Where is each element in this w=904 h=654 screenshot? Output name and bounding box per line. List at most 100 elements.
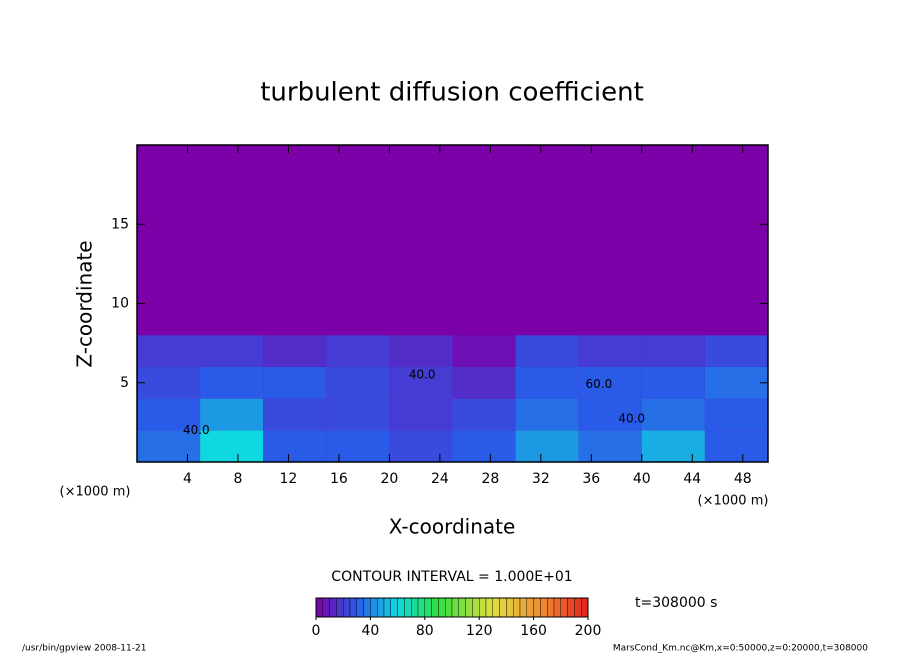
cell bbox=[704, 430, 768, 462]
cell bbox=[515, 303, 579, 336]
cell bbox=[263, 366, 327, 399]
cell bbox=[515, 176, 579, 209]
cell bbox=[704, 208, 768, 241]
colorbar-step bbox=[506, 597, 514, 618]
chart-title: turbulent diffusion coefficient bbox=[260, 78, 644, 108]
cell bbox=[641, 271, 705, 304]
footer-right: MarsCond_Km.nc@Km,x=0:50000,z=0:20000,t=… bbox=[613, 644, 868, 654]
colorbar-step bbox=[519, 597, 527, 618]
cell bbox=[452, 366, 516, 399]
y-unit: (×1000 m) bbox=[60, 485, 131, 500]
cell bbox=[515, 398, 579, 431]
colorbar-step bbox=[458, 597, 466, 618]
cell bbox=[704, 240, 768, 272]
cell bbox=[641, 366, 705, 399]
cell bbox=[389, 145, 453, 177]
cell bbox=[137, 271, 201, 304]
cell bbox=[578, 176, 642, 209]
cell bbox=[704, 366, 768, 399]
colorbar-step bbox=[431, 597, 439, 618]
footer-left: /usr/bin/gpview 2008-11-21 bbox=[22, 644, 146, 654]
cell bbox=[326, 240, 390, 272]
colorbar-step bbox=[581, 597, 589, 618]
cell bbox=[326, 208, 390, 241]
colorbar-frame bbox=[315, 597, 589, 618]
colorbar-step bbox=[329, 597, 337, 618]
cell bbox=[137, 145, 201, 177]
cell bbox=[641, 398, 705, 431]
cell bbox=[326, 303, 390, 336]
cell bbox=[578, 271, 642, 304]
cell bbox=[452, 145, 516, 177]
colorbar-tick-label: 40 bbox=[361, 623, 379, 639]
cell bbox=[200, 303, 264, 336]
cell bbox=[200, 176, 264, 209]
x-tick-label: 12 bbox=[280, 471, 298, 487]
colorbar-step bbox=[377, 597, 385, 618]
colorbar-step bbox=[560, 597, 568, 618]
colorbar-tick-label: 160 bbox=[520, 623, 547, 639]
cell bbox=[515, 208, 579, 241]
cell bbox=[452, 271, 516, 304]
cell bbox=[326, 366, 390, 399]
cell bbox=[137, 303, 201, 336]
cell bbox=[326, 145, 390, 177]
cell bbox=[641, 240, 705, 272]
cell bbox=[326, 176, 390, 209]
colorbar-step bbox=[574, 597, 582, 618]
cell bbox=[389, 303, 453, 336]
colorbar-step bbox=[397, 597, 405, 618]
colorbar-step bbox=[533, 597, 541, 618]
cell bbox=[641, 145, 705, 177]
cell bbox=[578, 335, 642, 367]
cell bbox=[452, 335, 516, 367]
cell bbox=[641, 208, 705, 241]
cell bbox=[200, 271, 264, 304]
x-tick-label: 16 bbox=[330, 471, 348, 487]
x-tick-label: 44 bbox=[683, 471, 701, 487]
cell bbox=[200, 208, 264, 241]
cell bbox=[452, 430, 516, 462]
contour-interval: CONTOUR INTERVAL = 1.000E+01 bbox=[331, 569, 572, 585]
colorbar-step bbox=[424, 597, 432, 618]
colorbar-step bbox=[445, 597, 453, 618]
cell bbox=[263, 145, 327, 177]
cell bbox=[452, 303, 516, 336]
colorbar-step bbox=[540, 597, 548, 618]
cell bbox=[326, 430, 390, 462]
colorbar-step bbox=[472, 597, 480, 618]
colorbar-step bbox=[567, 597, 575, 618]
cell bbox=[452, 176, 516, 209]
contour-label: 60.0 bbox=[586, 377, 613, 391]
cell bbox=[200, 335, 264, 367]
colorbar-step bbox=[513, 597, 521, 618]
colorbar-step bbox=[336, 597, 344, 618]
cell bbox=[326, 398, 390, 431]
cell bbox=[578, 240, 642, 272]
cell bbox=[704, 335, 768, 367]
cell bbox=[137, 430, 201, 462]
cell bbox=[200, 430, 264, 462]
colorbar-step bbox=[356, 597, 364, 618]
colorbar-step bbox=[547, 597, 555, 618]
x-tick-label: 48 bbox=[734, 471, 752, 487]
y-axis-label: Z-coordinate bbox=[73, 240, 97, 367]
contour-label: 40.0 bbox=[618, 412, 645, 426]
cell bbox=[515, 271, 579, 304]
cell bbox=[326, 271, 390, 304]
cell bbox=[137, 335, 201, 367]
colorbar-step bbox=[438, 597, 446, 618]
colorbar-step bbox=[485, 597, 494, 618]
colorbar-step bbox=[526, 597, 534, 618]
cell bbox=[200, 398, 264, 431]
cell bbox=[200, 145, 264, 177]
y-tick-label: 15 bbox=[111, 216, 129, 232]
colorbar-step bbox=[363, 597, 371, 618]
cell bbox=[641, 176, 705, 209]
cell bbox=[704, 398, 768, 431]
colorbar-step bbox=[479, 597, 487, 618]
x-tick-label: 8 bbox=[233, 471, 242, 487]
cell bbox=[137, 176, 201, 209]
colorbar-step bbox=[492, 597, 500, 618]
